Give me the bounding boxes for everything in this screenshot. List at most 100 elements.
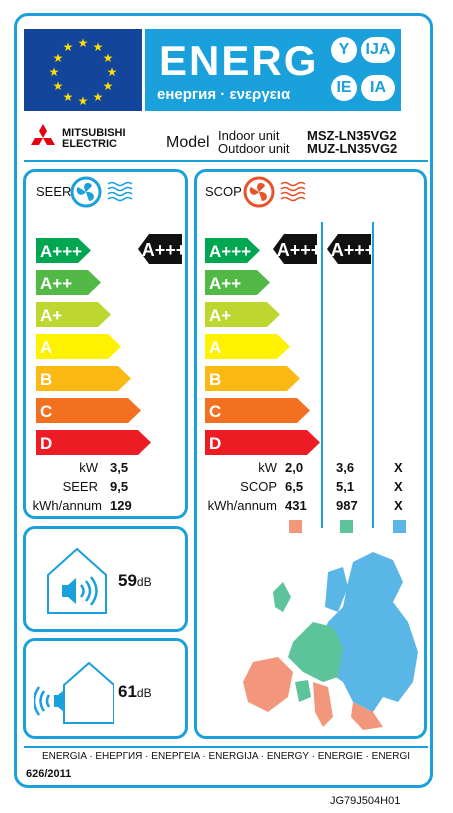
seer-class-bar: B xyxy=(36,366,132,391)
scop-kwh-label: kWh/annum xyxy=(207,498,277,513)
model-label: Model xyxy=(166,134,210,151)
seer-class-bar: A++ xyxy=(36,270,102,295)
seer-class-label: C xyxy=(40,402,52,421)
scop-class-bar: B xyxy=(205,366,301,391)
europe-climate-map xyxy=(233,552,423,737)
seer-panel: SEER A+++ A++ A+ A B C D A+++ kW 3,5 SEER 9,5 … xyxy=(23,169,188,519)
svg-text:★: ★ xyxy=(49,65,60,79)
scop-class-label: A+ xyxy=(209,306,231,325)
eu-stars-icon: ★ ★★ ★★★ ★★★ ★★★ xyxy=(49,36,118,108)
scop-class-bar: A+++ xyxy=(205,238,261,263)
seer-class-label: B xyxy=(40,370,52,389)
seer-class-label: A xyxy=(40,338,52,357)
scop-class-bar: A++ xyxy=(205,270,271,295)
scop-rating-warm-text: A+++ xyxy=(277,240,317,260)
scop-average-kw: 3,6 xyxy=(336,460,355,475)
outdoor-noise-unit: dB xyxy=(136,686,152,700)
scop-warm-kw: 2,0 xyxy=(285,460,304,475)
scop-column-divider-1 xyxy=(321,222,323,528)
svg-text:★: ★ xyxy=(78,94,89,108)
seer-class-bar: C xyxy=(36,398,142,423)
scop-class-bar: D xyxy=(205,430,321,455)
svg-text:★: ★ xyxy=(63,90,74,104)
seer-class-label: A++ xyxy=(40,274,72,293)
badge-y: Y xyxy=(331,37,357,63)
unit-values: MSZ-LN35VG2 MUZ-LN35VG2 xyxy=(307,129,397,155)
badge-ia: IA xyxy=(361,75,395,101)
indoor-noise-panel: 59dB xyxy=(23,526,188,632)
svg-text:★: ★ xyxy=(53,79,64,93)
outdoor-noise-panel: 61dB xyxy=(23,638,188,739)
scop-kw-label: kW xyxy=(258,460,277,475)
seer-kw-label: kW xyxy=(79,460,98,475)
seer-kwh-value: 129 xyxy=(110,498,132,513)
scop-class-bar: C xyxy=(205,398,311,423)
regulation-number: 626/2011 xyxy=(26,768,72,780)
badge-ie: IE xyxy=(331,75,357,101)
svg-text:★: ★ xyxy=(63,40,74,54)
scop-cold-scop: X xyxy=(394,479,403,494)
outdoor-noise-readout: 61dB xyxy=(118,682,152,702)
scop-column-divider-2 xyxy=(372,222,374,528)
scop-rating-arrow-average: A+++ xyxy=(327,234,375,269)
scop-class-label: A+++ xyxy=(209,242,251,261)
scop-class-label: D xyxy=(209,434,221,453)
mitsubishi-logo-icon xyxy=(28,124,58,157)
scop-warm-scop: 6,5 xyxy=(285,479,304,494)
seer-title: SEER xyxy=(36,184,72,199)
scop-cold-kw: X xyxy=(394,460,403,475)
scop-class-label: A xyxy=(209,338,221,357)
scop-average-scop: 5,1 xyxy=(336,479,355,494)
svg-text:★: ★ xyxy=(78,36,89,50)
seer-class-label: D xyxy=(40,434,52,453)
indoor-unit-label: Indoor unit xyxy=(218,128,280,143)
scop-cold-kwh: X xyxy=(394,498,403,513)
seer-class-label: A+++ xyxy=(40,242,82,261)
unit-labels: Indoor unit Outdoor unit xyxy=(218,129,290,155)
svg-text:★: ★ xyxy=(103,51,114,65)
energy-banner: ENERG енергия · ενεργεια Y IJA IE IA xyxy=(145,29,401,111)
outdoor-unit-label: Outdoor unit xyxy=(218,141,290,156)
cooling-fan-icon xyxy=(70,175,140,214)
heating-fan-icon xyxy=(243,175,313,214)
label-frame xyxy=(14,13,433,788)
scop-scop-label: SCOP xyxy=(240,479,277,494)
seer-kw-value: 3,5 xyxy=(110,460,129,475)
energia-languages: ENERGIA · ЕНЕРГИЯ · ΕΝΕΡΓΕΙΑ · ENERGIJA … xyxy=(42,751,410,762)
energ-title: ENERG xyxy=(159,37,319,84)
svg-text:★: ★ xyxy=(93,40,104,54)
indoor-noise-value: 59 xyxy=(118,571,137,590)
outdoor-house-speaker-icon xyxy=(32,657,115,732)
indoor-unit-value: MSZ-LN35VG2 xyxy=(307,128,397,143)
outdoor-noise-value: 61 xyxy=(118,682,137,701)
scop-class-bar: A xyxy=(205,334,291,359)
brand-line1: MITSUBISHI xyxy=(62,127,126,139)
seer-class-label: A+ xyxy=(40,306,62,325)
seer-seer-label: SEER xyxy=(62,479,98,494)
scop-class-label: A++ xyxy=(209,274,241,293)
header-divider xyxy=(24,160,428,162)
seer-class-bar: D xyxy=(36,430,152,455)
scop-rating-arrow-warm: A+++ xyxy=(273,234,321,269)
label-code: JG79J504H01 xyxy=(330,795,401,807)
seer-kwh-label: kWh/annum xyxy=(32,498,102,513)
indoor-house-speaker-icon xyxy=(44,545,110,620)
badge-ija: IJA xyxy=(361,37,395,63)
svg-text:★: ★ xyxy=(107,65,118,79)
eu-flag: ★ ★ ★ ★ ★ ★ ★ ★ ★ ★ ★ ★ xyxy=(24,29,142,111)
footer-divider xyxy=(24,746,428,748)
scop-class-bar: A+ xyxy=(205,302,281,327)
average-climate-swatch xyxy=(340,520,353,533)
indoor-noise-unit: dB xyxy=(136,575,152,589)
scop-warm-kwh: 431 xyxy=(285,498,307,513)
scop-title: SCOP xyxy=(205,184,242,199)
svg-text:★: ★ xyxy=(103,79,114,93)
brand-line2: ELECTRIC xyxy=(62,138,117,150)
svg-text:★: ★ xyxy=(53,51,64,65)
seer-rating-text: A+++ xyxy=(142,240,182,260)
scop-average-kwh: 987 xyxy=(336,498,358,513)
seer-rating-arrow: A+++ xyxy=(138,234,186,269)
scop-class-label: C xyxy=(209,402,221,421)
indoor-noise-readout: 59dB xyxy=(118,571,152,591)
cold-climate-swatch xyxy=(393,520,406,533)
